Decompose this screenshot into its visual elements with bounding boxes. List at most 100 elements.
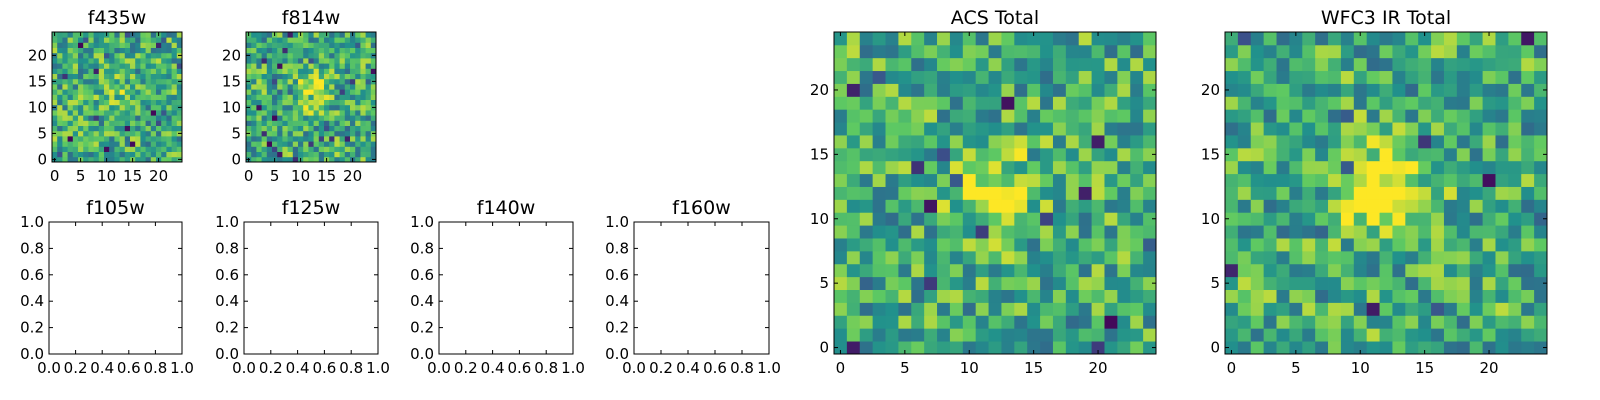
heatmap-cell [272, 99, 278, 106]
heatmap-cell [140, 37, 146, 43]
heatmap-cell [988, 147, 1002, 162]
heatmap-cell [1027, 238, 1041, 252]
heatmap-cell [67, 84, 74, 90]
heatmap-cell [104, 130, 110, 137]
heatmap-cell [1276, 173, 1290, 187]
heatmap-cell [1014, 302, 1028, 316]
heatmap-cell [98, 141, 105, 147]
heatmap-cell [834, 186, 848, 200]
heatmap-cell [1014, 238, 1028, 252]
heatmap-cell [88, 104, 94, 111]
heatmap-cell [104, 115, 110, 121]
heatmap-cell [1366, 263, 1380, 278]
heatmap-cell [98, 104, 105, 111]
heatmap-cell [1001, 186, 1015, 200]
heatmap-cell [308, 130, 314, 137]
heatmap-cell [1130, 250, 1144, 265]
heatmap-cell [350, 130, 356, 137]
heatmap-cell [1027, 225, 1041, 239]
heatmap-cell [135, 156, 141, 163]
heatmap-cell [119, 58, 126, 64]
heatmap-cell [1250, 341, 1265, 355]
heatmap-cell [949, 44, 964, 59]
heatmap-cell [1392, 302, 1406, 316]
heatmap-cell [150, 115, 157, 121]
x-tick-label: 0 [244, 167, 254, 185]
heatmap-cell [130, 42, 136, 48]
heatmap-cell [62, 52, 68, 59]
heatmap-cell [318, 141, 325, 147]
heatmap-cell [171, 104, 178, 111]
heatmap-cell [67, 42, 74, 48]
heatmap-cell [1065, 341, 1080, 355]
heatmap-cell [308, 89, 314, 95]
heatmap-cell [975, 122, 989, 136]
heatmap-cell [1456, 276, 1471, 290]
heatmap-cell [318, 78, 325, 85]
heatmap-cell [88, 52, 94, 59]
heatmap-cell [135, 115, 141, 121]
heatmap-cell [1225, 302, 1239, 316]
heatmap-cell [846, 122, 861, 136]
heatmap-cell [298, 37, 304, 43]
heatmap-cell [135, 78, 141, 85]
heatmap-cell [277, 99, 283, 106]
heatmap-cell [324, 84, 330, 90]
heatmap-cell [161, 115, 167, 121]
heatmap-cell [261, 47, 268, 54]
heatmap-cell [114, 52, 120, 59]
heatmap-cell [246, 120, 252, 126]
heatmap-cell [339, 32, 346, 38]
heatmap-cell [365, 84, 372, 90]
heatmap-cell [166, 78, 172, 85]
heatmap-cell [1143, 160, 1157, 175]
x-tick-label: 10 [291, 167, 310, 185]
heatmap-cell [114, 47, 120, 54]
heatmap-cell [1143, 96, 1157, 110]
heatmap-cell [119, 84, 126, 90]
heatmap-cell [1456, 199, 1471, 213]
heatmap-cell [1353, 32, 1368, 46]
heatmap-cell [124, 78, 131, 85]
heatmap-cell [104, 42, 110, 48]
heatmap-cell [1263, 32, 1277, 46]
heatmap-cell [104, 146, 110, 152]
heatmap-cell [246, 99, 252, 106]
heatmap-cell [150, 63, 157, 69]
heatmap-cell [1405, 147, 1419, 162]
heatmap-cell [261, 120, 268, 126]
heatmap-cell [1263, 83, 1277, 97]
heatmap-cell [313, 78, 320, 85]
heatmap-cell [1104, 328, 1118, 342]
heatmap-cell [1052, 44, 1067, 59]
heatmap-cell [1276, 328, 1290, 342]
heatmap-cell [1469, 250, 1483, 265]
heatmap-cell [1482, 122, 1496, 136]
heatmap-cell [1143, 32, 1157, 46]
heatmap-cell [885, 32, 899, 46]
heatmap-cell [145, 68, 152, 74]
heatmap-cell [135, 84, 141, 90]
heatmap-cell [1495, 212, 1509, 226]
heatmap-cell [937, 57, 951, 72]
heatmap-cell [282, 37, 288, 43]
heatmap-cell [98, 78, 105, 85]
heatmap-cell [872, 315, 886, 329]
heatmap-cell [124, 104, 131, 111]
heatmap-cell [344, 156, 351, 163]
heatmap-cell [1065, 238, 1080, 252]
heatmap-cell [161, 63, 167, 69]
y-tick-label: 0.6 [20, 266, 44, 284]
y-tick-label: 15 [28, 72, 47, 90]
heatmap-cell [365, 99, 372, 106]
x-tick-label: 20 [149, 167, 168, 185]
heatmap-cell [93, 156, 100, 163]
heatmap-cell [67, 130, 74, 137]
heatmap-cell [355, 73, 361, 80]
heatmap-cell [1405, 173, 1419, 187]
heatmap-cell [318, 136, 325, 142]
heatmap-cell [251, 136, 257, 142]
heatmap-cell [313, 73, 320, 80]
heatmap-cell [1276, 57, 1290, 72]
